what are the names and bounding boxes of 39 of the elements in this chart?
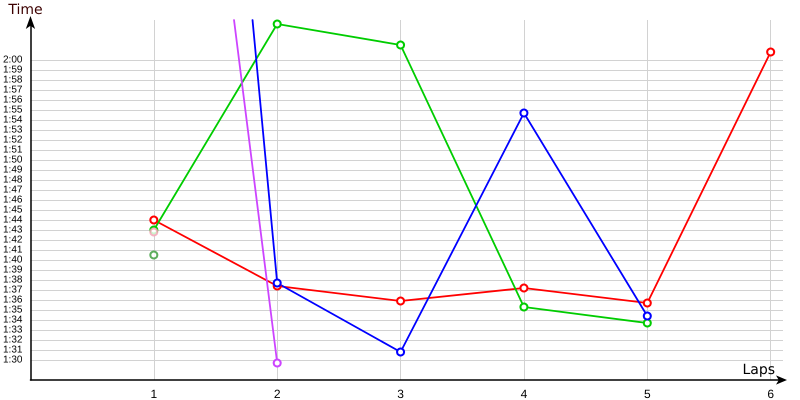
y-tick-label: 1:37 — [2, 284, 23, 296]
y-tick-label: 1:46 — [2, 194, 23, 206]
y-tick-label: 1:42 — [2, 234, 23, 246]
y-tick-label: 1:53 — [2, 124, 23, 136]
y-tick-label: 1:58 — [2, 74, 23, 86]
y-tick-label: 1:34 — [2, 314, 23, 326]
y-tick-label: 2:00 — [2, 54, 23, 66]
y-tick-label: 1:32 — [2, 334, 23, 346]
y-tick-label: 1:33 — [2, 324, 23, 336]
y-tick-label: 1:59 — [2, 64, 23, 76]
y-tick-label: 1:54 — [2, 114, 23, 126]
y-tick-label: 1:38 — [2, 274, 23, 286]
y-tick-label: 1:56 — [2, 94, 23, 106]
y-tick-label: 1:45 — [2, 204, 23, 216]
y-tick-label: 1:52 — [2, 134, 23, 146]
y-tick-label: 1:49 — [2, 164, 23, 176]
y-tick-label: 1:30 — [2, 354, 23, 366]
y-tick-label: 1:43 — [2, 224, 23, 236]
y-tick-label: 1:47 — [2, 184, 23, 196]
x-tick-label: 4 — [520, 387, 528, 400]
y-tick-label: 1:48 — [2, 174, 23, 186]
y-tick-label: 1:57 — [2, 84, 23, 96]
x-tick-label: 5 — [644, 387, 651, 400]
y-axis-title: Time — [7, 2, 43, 18]
y-tick-label: 1:36 — [2, 294, 23, 306]
y-tick-label: 1:50 — [2, 154, 23, 166]
y-tick-label: 1:35 — [2, 304, 23, 316]
x-axis-title: Laps — [742, 362, 775, 378]
x-tick-label: 1 — [150, 387, 158, 400]
y-tick-label: 1:41 — [2, 244, 23, 256]
y-tick-label: 1:44 — [2, 214, 23, 226]
y-tick-label: 1:55 — [2, 104, 23, 116]
x-tick-label: 2 — [274, 387, 281, 400]
y-tick-label: 1:31 — [2, 344, 23, 356]
x-tick-label: 6 — [767, 387, 774, 400]
y-tick-label: 1:39 — [2, 264, 23, 276]
x-tick-label: 3 — [397, 387, 404, 400]
y-tick-label: 1:51 — [2, 144, 23, 156]
y-tick-label: 1:40 — [2, 254, 23, 266]
